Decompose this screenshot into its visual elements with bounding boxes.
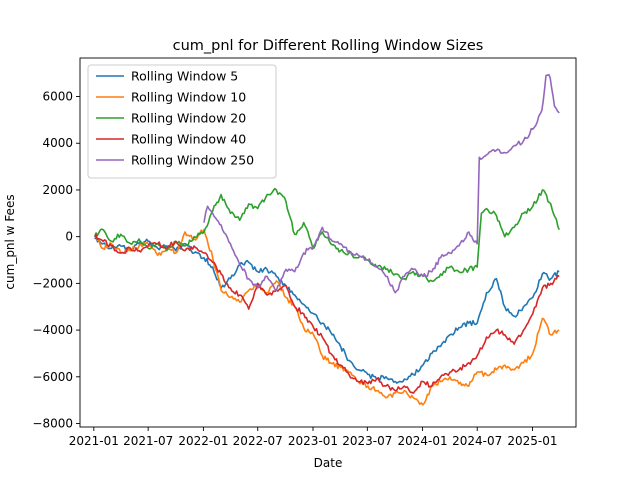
series-layer xyxy=(93,73,560,406)
y-axis: −8000 −6000 −4000 −2000 0 2000 4000 6000 xyxy=(32,90,80,430)
x-axis: 2021-01 2021-07 2022-01 2022-07 2023-01 2023-… xyxy=(69,427,558,448)
series-line-3 xyxy=(93,187,560,283)
y-tick-label: −4000 xyxy=(32,323,73,337)
series-line-4 xyxy=(94,234,560,394)
legend-label: Rolling Window 20 xyxy=(131,111,246,126)
x-tick-label: 2023-01 xyxy=(288,434,338,448)
x-tick-label: 2021-01 xyxy=(69,434,119,448)
x-tick-label: 2022-01 xyxy=(178,434,228,448)
series-line-5 xyxy=(203,73,560,294)
y-tick-label: −6000 xyxy=(32,370,73,384)
y-tick-label: 4000 xyxy=(42,136,73,150)
y-tick-label: −2000 xyxy=(32,276,73,290)
y-tick-label: 6000 xyxy=(42,90,73,104)
y-tick-label: 2000 xyxy=(42,183,73,197)
legend-label: Rolling Window 40 xyxy=(131,132,246,147)
x-tick-label: 2021-07 xyxy=(123,434,173,448)
series-line-2 xyxy=(94,228,560,406)
x-axis-label: Date xyxy=(314,456,343,470)
x-tick-label: 2025-01 xyxy=(507,434,557,448)
x-tick-label: 2023-07 xyxy=(342,434,392,448)
y-tick-label: −8000 xyxy=(32,416,73,430)
legend-label: Rolling Window 5 xyxy=(131,69,238,84)
legend-label: Rolling Window 10 xyxy=(131,90,246,105)
x-tick-label: 2022-07 xyxy=(233,434,283,448)
legend: Rolling Window 5 Rolling Window 10 Rolling… xyxy=(87,64,277,179)
y-tick-label: 0 xyxy=(65,230,73,244)
y-axis-label: cum_pnl w Fees xyxy=(3,194,17,289)
x-tick-label: 2024-01 xyxy=(398,434,448,448)
chart-title: cum_pnl for Different Rolling Window Siz… xyxy=(173,38,484,54)
x-tick-label: 2024-07 xyxy=(452,434,502,448)
legend-label: Rolling Window 250 xyxy=(131,153,254,168)
axes-frame xyxy=(79,57,577,428)
legend-box xyxy=(87,64,277,179)
